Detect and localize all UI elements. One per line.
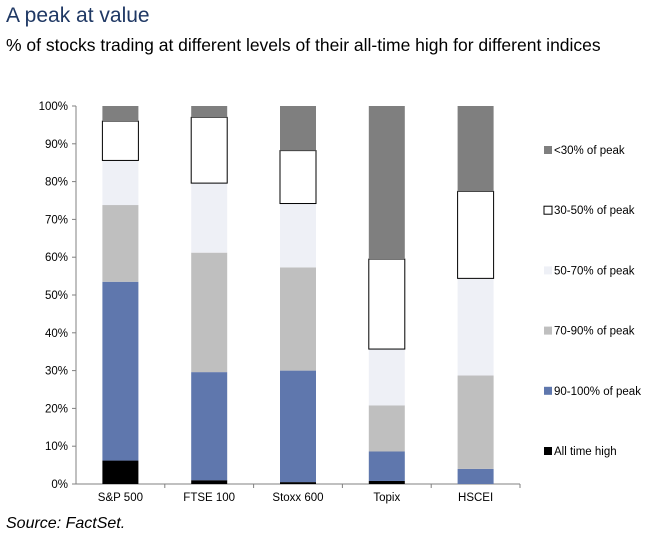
bar-segment	[191, 183, 228, 253]
bar-segment	[102, 281, 139, 461]
bar-segment	[191, 106, 228, 118]
bar-segment	[280, 482, 316, 484]
bar-segment	[102, 160, 139, 206]
y-tick-label: 40%	[45, 328, 68, 340]
source-note: Source: FactSet.	[6, 515, 126, 532]
bar-segment	[457, 190, 495, 279]
legend-label: 50-70% of peak	[554, 265, 635, 277]
bar-segment	[368, 106, 405, 260]
y-tick-label: 30%	[45, 366, 68, 378]
legend-label: 30-50% of peak	[554, 205, 635, 217]
bar-segment	[102, 205, 139, 282]
x-tick-label: Stoxx 600	[272, 492, 323, 504]
bar-segment	[457, 468, 494, 484]
legend: <30% of peak 30-50% of peak 50-70% of peak…	[543, 145, 641, 458]
bar-segment	[457, 278, 494, 376]
bar-segment	[457, 375, 494, 469]
bar-segment	[368, 480, 405, 484]
y-tick-label: 90%	[45, 139, 68, 151]
x-tick-label: FTSE 100	[183, 492, 235, 504]
y-tick-label: 80%	[45, 177, 68, 189]
bar-segment	[280, 267, 316, 371]
bar-segment	[280, 203, 316, 268]
legend-swatch	[544, 266, 552, 275]
y-tick-label: 100%	[39, 101, 68, 113]
bar-segment	[368, 258, 406, 350]
bar-segment	[102, 106, 139, 122]
bar-segment	[368, 451, 405, 481]
y-tick-label: 0%	[51, 479, 68, 491]
legend-swatch	[543, 205, 553, 215]
x-tick-label: S&P 500	[98, 492, 143, 504]
bar-segment	[280, 106, 316, 151]
legend-swatch	[544, 447, 552, 455]
bars	[101, 106, 495, 484]
bar-segment	[191, 480, 228, 484]
bar-segment	[101, 120, 139, 161]
y-tick-label: 20%	[45, 403, 68, 415]
x-tick-label: HSCEI	[458, 492, 493, 504]
legend-swatch	[544, 386, 552, 395]
chart-title: A peak at value	[6, 4, 150, 27]
legend-swatch	[544, 146, 552, 154]
y-tick-label: 10%	[45, 441, 68, 453]
y-tick-label: 70%	[45, 214, 68, 226]
bar-segment	[191, 252, 228, 373]
bar-segment	[191, 372, 228, 481]
bar-segment	[368, 349, 405, 406]
y-tick-label: 50%	[45, 290, 68, 302]
bar-segment	[102, 460, 139, 484]
bar-segment	[368, 405, 405, 452]
bar-segment	[457, 106, 494, 192]
bar-segment	[279, 150, 317, 205]
legend-label: <30% of peak	[554, 145, 625, 157]
chart-subtitle: % of stocks trading at different levels …	[6, 35, 601, 55]
axes: 0% 10% 20% 30% 40% 50% 60% 70% 80% 90% 100% S&P 500…	[39, 101, 521, 504]
legend-label: 70-90% of peak	[554, 326, 635, 338]
x-tick-label: Topix	[373, 492, 400, 504]
legend-label: 90-100% of peak	[554, 386, 641, 398]
y-tick-label: 60%	[45, 252, 68, 264]
legend-label: All time high	[554, 446, 617, 458]
bar-segment	[190, 116, 228, 184]
bar-segment	[280, 370, 316, 483]
legend-swatch	[544, 326, 552, 335]
